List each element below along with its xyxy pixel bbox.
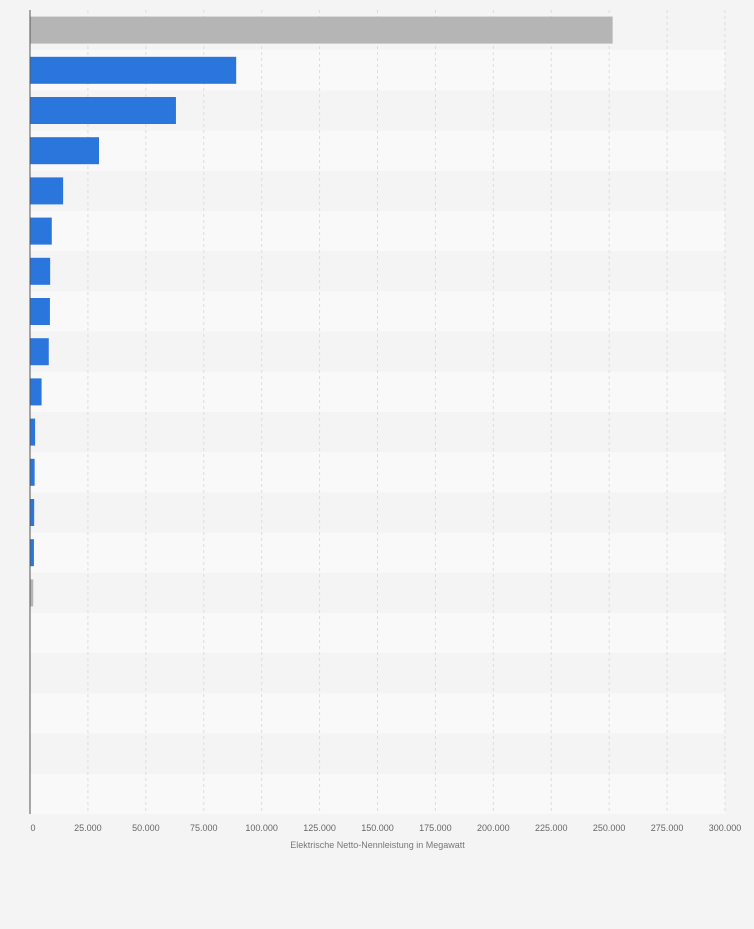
x-tick-label: 0 (30, 823, 35, 833)
bar (30, 499, 35, 526)
bar (30, 418, 36, 446)
bar (30, 539, 34, 567)
row-band (30, 492, 725, 533)
bar (30, 56, 237, 84)
bars (30, 16, 613, 607)
x-tick-label: 225.000 (535, 823, 568, 833)
bar (30, 177, 64, 205)
x-axis-title: Elektrische Netto-Nennleistung in Megawa… (290, 840, 465, 850)
bar (30, 217, 52, 245)
x-tick-label: 125.000 (303, 823, 336, 833)
x-tick-label: 100.000 (245, 823, 278, 833)
x-tick-labels: 0 25.000 50.000 75.000 100.000 125.000 150.000… (30, 823, 741, 833)
x-tick-label: 250.000 (593, 823, 626, 833)
x-tick-label: 50.000 (132, 823, 160, 833)
bar (30, 257, 51, 285)
x-tick-label: 275.000 (651, 823, 684, 833)
bar (30, 298, 50, 325)
bar (30, 137, 100, 165)
x-tick-label: 150.000 (361, 823, 394, 833)
x-tick-label: 175.000 (419, 823, 452, 833)
x-tick-label: 25.000 (74, 823, 102, 833)
x-tick-label: 200.000 (477, 823, 510, 833)
bar (30, 579, 34, 607)
x-tick-label: 75.000 (190, 823, 218, 833)
bar (30, 458, 35, 486)
bar (30, 16, 613, 44)
bar (30, 378, 42, 406)
x-tick-label: 300.000 (709, 823, 742, 833)
bar (30, 97, 176, 124)
bar (30, 338, 49, 366)
